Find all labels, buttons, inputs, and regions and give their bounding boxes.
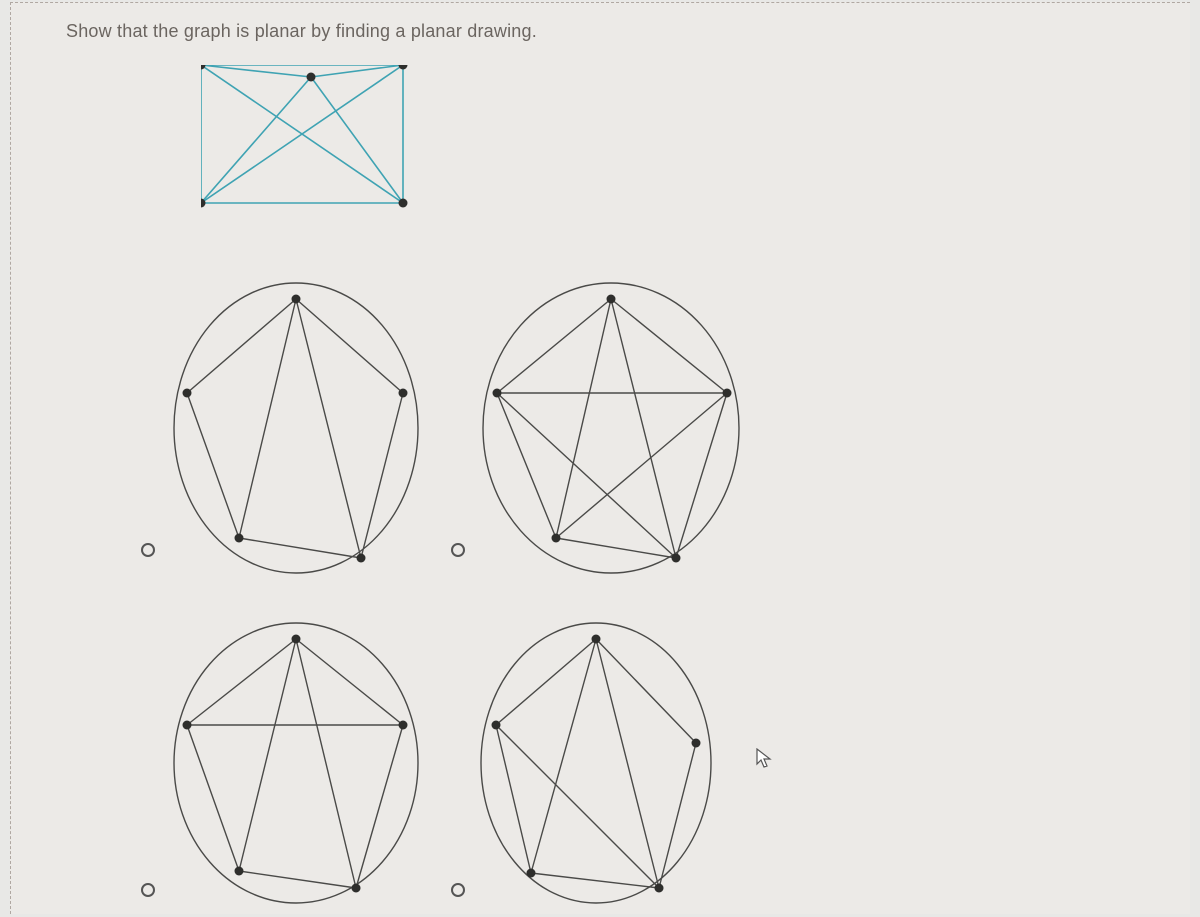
radio-option-1[interactable] <box>141 543 155 557</box>
cursor-icon <box>756 748 772 770</box>
answer-options-canvas <box>11 3 1200 917</box>
radio-option-3[interactable] <box>141 883 155 897</box>
radio-option-2[interactable] <box>451 543 465 557</box>
question-frame: Show that the graph is planar by finding… <box>10 2 1190 914</box>
radio-option-4[interactable] <box>451 883 465 897</box>
